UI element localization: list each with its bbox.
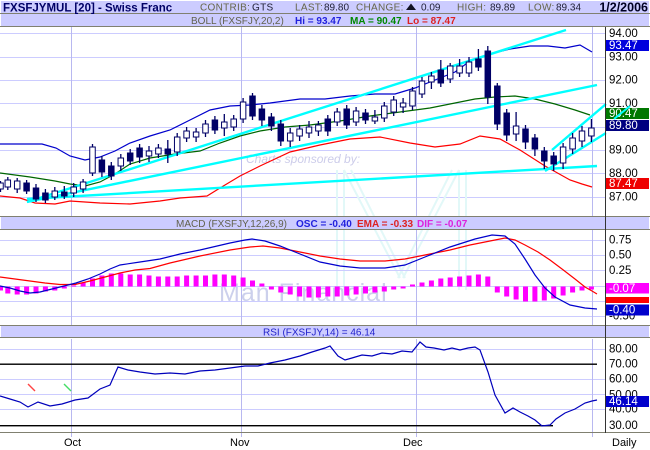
svg-text:EMA = -0.33: EMA = -0.33	[357, 219, 413, 230]
svg-text:CONTRIB:: CONTRIB:	[200, 3, 250, 14]
svg-text:80.00: 80.00	[609, 344, 638, 356]
svg-text:1/2/2006: 1/2/2006	[599, 1, 648, 15]
svg-text:0.75: 0.75	[609, 235, 631, 247]
svg-text:89.89: 89.89	[490, 3, 515, 14]
svg-text:-0.07: -0.07	[609, 283, 635, 295]
svg-text:87.47: 87.47	[609, 178, 638, 190]
svg-text:MACD (FXSFJY,12,26,9): MACD (FXSFJY,12,26,9)	[176, 219, 287, 230]
svg-text:Lo = 87.47: Lo = 87.47	[407, 16, 456, 27]
svg-text:-0.40: -0.40	[609, 305, 635, 317]
svg-text:89.00: 89.00	[609, 145, 638, 157]
svg-text:93.00: 93.00	[609, 51, 638, 63]
svg-text:Dec: Dec	[403, 437, 423, 449]
svg-text:89.80: 89.80	[609, 120, 638, 132]
svg-text:Man Financial: Man Financial	[219, 279, 388, 307]
svg-text:46.14: 46.14	[609, 396, 638, 408]
svg-text:HIGH:: HIGH:	[457, 3, 486, 14]
svg-text:0.25: 0.25	[609, 265, 631, 277]
svg-text:LOW:: LOW:	[528, 3, 555, 14]
svg-text:Nov: Nov	[230, 437, 250, 449]
svg-text:Oct: Oct	[64, 437, 81, 449]
svg-text:89.34: 89.34	[556, 3, 581, 14]
svg-text:0.09: 0.09	[421, 3, 441, 14]
svg-text:Daily: Daily	[612, 437, 637, 449]
svg-text:LAST:: LAST:	[295, 3, 323, 14]
svg-text:89.80: 89.80	[324, 3, 349, 14]
svg-text:OSC = -0.40: OSC = -0.40	[296, 219, 352, 230]
svg-text:88.00: 88.00	[609, 168, 638, 180]
svg-text:GTS: GTS	[252, 3, 273, 14]
svg-text:MA = 90.47: MA = 90.47	[350, 16, 402, 27]
svg-text:91.00: 91.00	[609, 98, 638, 110]
svg-text:30.00: 30.00	[609, 420, 638, 432]
svg-text:90.47: 90.47	[609, 108, 638, 120]
svg-text:FXSFJYMUL [20] - Swiss Franc: FXSFJYMUL [20] - Swiss Franc	[3, 3, 173, 15]
svg-text:Hi = 93.47: Hi = 93.47	[295, 16, 342, 27]
svg-text:0.50: 0.50	[609, 250, 631, 262]
svg-text:RSI (FXSFJY,14) = 46.14: RSI (FXSFJY,14) = 46.14	[263, 328, 376, 339]
svg-text:87.00: 87.00	[609, 191, 638, 203]
svg-text:CHANGE:: CHANGE:	[356, 3, 404, 14]
svg-text:60.00: 60.00	[609, 374, 638, 386]
svg-text:94.00: 94.00	[609, 28, 638, 40]
svg-text:DIF = -0.07: DIF = -0.07	[417, 219, 468, 230]
svg-text:93.47: 93.47	[609, 40, 638, 52]
svg-text:BOLL (FXSFJY,20,2): BOLL (FXSFJY,20,2)	[191, 16, 284, 27]
svg-text:92.00: 92.00	[609, 75, 638, 87]
svg-text:70.00: 70.00	[609, 359, 638, 371]
svg-text:Charts sponsored by:: Charts sponsored by:	[246, 152, 360, 166]
